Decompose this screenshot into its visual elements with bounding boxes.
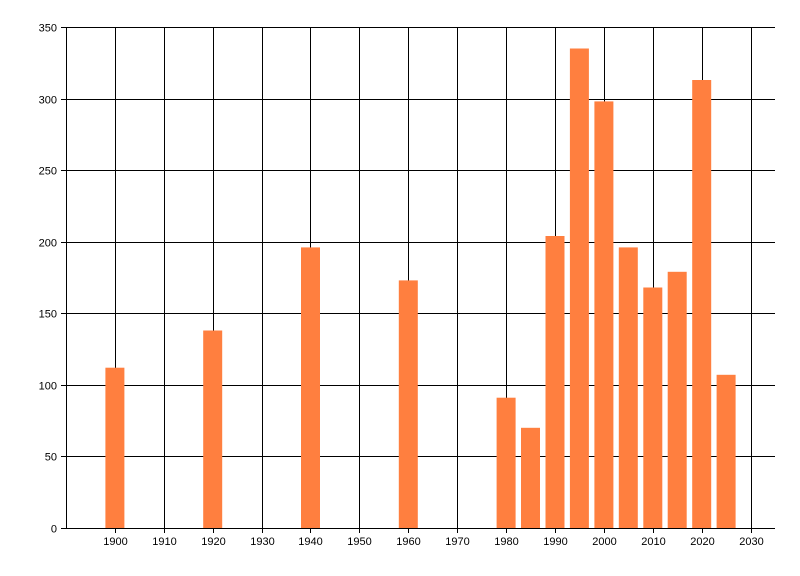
x-tick-label: 2000: [592, 536, 616, 548]
y-tick-label: 350: [39, 23, 57, 35]
bars: [105, 48, 736, 529]
y-tick-label: 100: [39, 381, 57, 393]
bar-2020: [692, 80, 712, 528]
x-tick-label: 1930: [250, 536, 274, 548]
x-tick-label: 2010: [641, 536, 665, 548]
y-tick-label: 200: [39, 238, 57, 250]
x-tick-label: 1900: [103, 536, 127, 548]
axes: [66, 27, 775, 529]
y-tick-label: 250: [39, 166, 57, 178]
bar-2015: [667, 271, 687, 528]
bar-2025: [716, 374, 736, 528]
bar-1900: [105, 367, 125, 528]
bar-1980: [496, 397, 516, 528]
bar-1990: [545, 236, 565, 528]
x-tick-label: 1990: [543, 536, 567, 548]
x-tick-label: 1980: [494, 536, 518, 548]
bar-1985: [521, 427, 540, 528]
x-tick-label: 1950: [347, 536, 371, 548]
x-tick-label: 1920: [201, 536, 225, 548]
bar-1920: [203, 330, 223, 528]
bar-1940: [301, 247, 320, 528]
x-tick-label: 2030: [739, 536, 763, 548]
bar-1995: [569, 48, 589, 528]
x-tick-label: 1970: [445, 536, 469, 548]
y-tick-label: 50: [45, 452, 57, 464]
y-axis-ticks: 0 50 100 150 200 250 300 350: [39, 23, 66, 536]
x-tick-label: 1940: [298, 536, 322, 548]
x-axis-ticks: 1900 1910 1920 1930 1940 1950 1960 1970 1980 1990…: [103, 528, 764, 548]
x-tick-label: 2020: [690, 536, 714, 548]
y-tick-label: 0: [51, 524, 57, 536]
x-tick-label: 1960: [396, 536, 420, 548]
bar-1960: [398, 280, 418, 528]
y-tick-label: 150: [39, 309, 57, 321]
bar-2010: [643, 287, 663, 528]
y-tick-label: 300: [39, 95, 57, 107]
x-tick-label: 1910: [152, 536, 176, 548]
bar-2005: [618, 247, 638, 528]
bar-2000: [594, 101, 614, 529]
